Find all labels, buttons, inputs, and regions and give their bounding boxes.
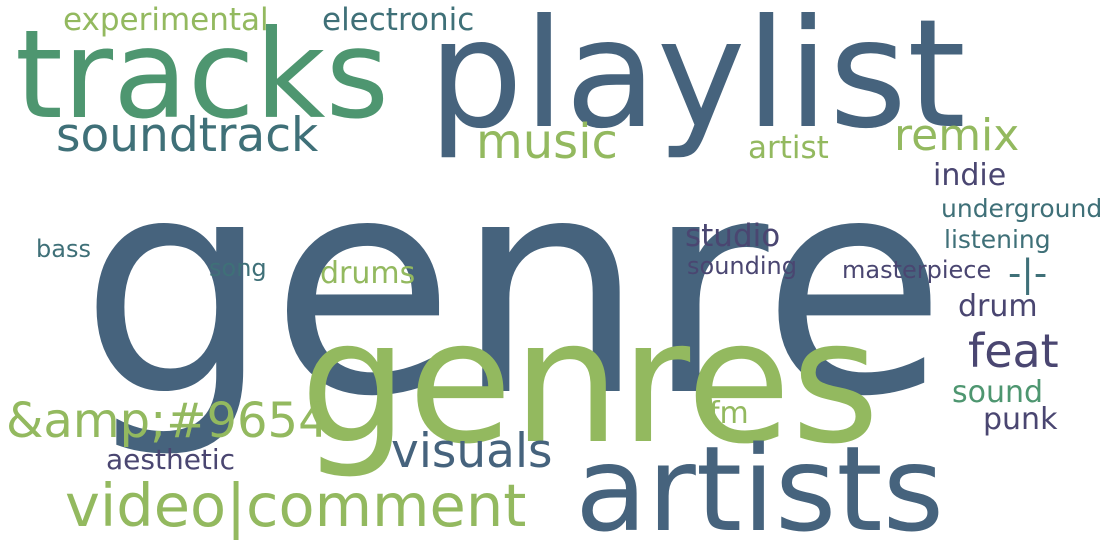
word-music: music xyxy=(476,114,618,170)
word-sound: sound xyxy=(952,375,1044,410)
word-experimental: experimental xyxy=(63,2,269,38)
word-studio: studio xyxy=(685,218,781,254)
word-tracks: tracks xyxy=(15,4,390,146)
word-masterpiece: masterpiece xyxy=(842,256,992,284)
word-drums: drums xyxy=(320,256,416,291)
word-genres: genres xyxy=(300,284,880,482)
word-amp-9654: &amp;#9654 xyxy=(6,393,329,449)
word-visuals: visuals xyxy=(391,424,553,479)
word-drum: drum xyxy=(958,289,1038,324)
word-genre: genre xyxy=(80,113,947,462)
word-artist: artist xyxy=(748,130,829,166)
word-electronic: electronic xyxy=(322,2,475,38)
word-video-comment: video|comment xyxy=(65,471,527,540)
word-song: song xyxy=(209,254,267,282)
word-aesthetic: aesthetic xyxy=(106,443,236,476)
word-sounding: sounding xyxy=(687,252,797,280)
word-fm: fm xyxy=(709,396,749,431)
word-pipe-dashes: -|- xyxy=(1008,252,1048,295)
word-artists: artists xyxy=(575,420,945,558)
word-feat: feat xyxy=(968,324,1059,378)
word-playlist: playlist xyxy=(428,0,966,162)
word-indie: indie xyxy=(933,158,1007,193)
word-bass: bass xyxy=(36,235,91,263)
word-listening: listening xyxy=(944,225,1051,254)
word-remix: remix xyxy=(894,110,1020,161)
word-underground: underground xyxy=(941,194,1101,223)
word-soundtrack: soundtrack xyxy=(56,108,319,163)
word-punk: punk xyxy=(983,402,1058,437)
